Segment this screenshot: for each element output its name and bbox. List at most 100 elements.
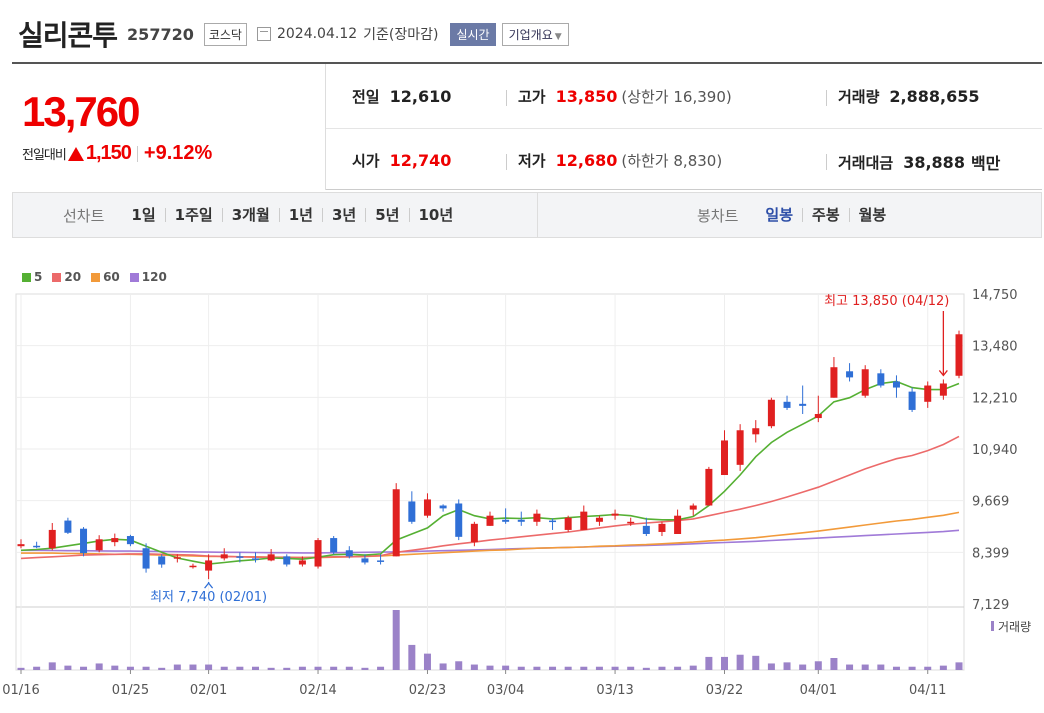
- volume-bar: [721, 656, 728, 670]
- candle-body: [377, 560, 385, 562]
- tab-3m[interactable]: 3개월: [221, 208, 279, 223]
- candle-body: [517, 519, 525, 522]
- company-overview-button[interactable]: 기업개요 ▼: [501, 22, 569, 46]
- volume-bar: [877, 664, 885, 670]
- candle-body: [705, 468, 713, 506]
- volume-bar: [17, 667, 25, 670]
- candle-body: [533, 513, 541, 522]
- candle-body: [955, 334, 963, 376]
- volume-bar: [33, 666, 41, 670]
- legend-text: 20: [64, 270, 82, 284]
- volume-bar: [533, 666, 541, 670]
- volume-bar: [861, 664, 869, 670]
- candle-body: [252, 558, 259, 560]
- market-badge: 코스닥: [203, 22, 247, 46]
- change-percent: +9.12%: [143, 142, 213, 164]
- candle-body: [158, 556, 166, 565]
- amount-unit: 백만: [970, 154, 1001, 173]
- x-tick-label: 02/14: [299, 683, 336, 698]
- volume-bar: [814, 661, 822, 670]
- change-row: 전일대비 1,150 +9.12%: [22, 142, 212, 165]
- company-overview-label: 기업개요: [508, 27, 553, 42]
- candle-body: [439, 505, 447, 509]
- candle-body: [142, 548, 150, 569]
- tab-weekly[interactable]: 주봉: [802, 208, 849, 223]
- day-low: 저가 12,680 (하한가 8,830): [518, 150, 722, 171]
- amount-value: 38,888: [903, 152, 965, 172]
- tab-5y[interactable]: 5년: [365, 208, 408, 223]
- legend-swatch: [22, 272, 31, 282]
- candle-body: [33, 545, 41, 548]
- volume-bar: [236, 666, 244, 670]
- volume-bar: [361, 667, 369, 670]
- y-tick-label: 7,129: [972, 598, 1009, 613]
- candle-body: [736, 430, 744, 465]
- stock-code: 257720: [127, 24, 194, 44]
- volume-bar: [80, 666, 88, 670]
- volume-bar: [423, 653, 431, 670]
- candle-body: [814, 413, 822, 419]
- candle-body: [595, 517, 603, 522]
- volume-bar: [408, 644, 416, 670]
- candle-body: [783, 401, 791, 408]
- tab-1d[interactable]: 1일: [131, 206, 156, 224]
- volume-bar: [924, 666, 932, 670]
- candle-body: [455, 503, 463, 537]
- volume-bar: [674, 666, 682, 670]
- divider: [506, 154, 507, 170]
- volume-bar: [189, 664, 197, 670]
- candle-body: [173, 557, 181, 559]
- candle-chart-tabs: 봉차트 일봉 주봉 월봉: [697, 193, 895, 237]
- volume-bar: [252, 666, 259, 670]
- candle-body: [549, 520, 557, 523]
- tab-daily[interactable]: 일봉: [765, 206, 794, 224]
- open-label: 시가: [352, 152, 380, 170]
- divider: [506, 90, 507, 106]
- open-value: 12,740: [389, 151, 452, 170]
- legend-swatch: [129, 272, 139, 282]
- volume-bar: [846, 664, 854, 670]
- volume-value: 2,888,655: [889, 87, 980, 106]
- volume-bar: [595, 666, 603, 670]
- volume-bar: [955, 662, 963, 670]
- candle-body: [314, 540, 322, 567]
- y-tick-label: 9,669: [972, 495, 1009, 510]
- lower-limit: (하한가 8,830): [621, 152, 723, 170]
- candle-body: [642, 525, 650, 534]
- volume-bar: [767, 663, 775, 670]
- x-tick-label: 01/25: [112, 683, 149, 698]
- volume-label: 거래량: [838, 88, 880, 106]
- line-chart-tabs: 선차트 1일 1주일 3개월 1년 3년 5년 10년: [63, 193, 462, 237]
- candle-body: [17, 544, 25, 547]
- candle-body: [345, 550, 353, 557]
- row-divider: [326, 128, 1042, 129]
- tab-3y[interactable]: 3년: [322, 208, 365, 223]
- candle-body: [846, 371, 854, 378]
- legend-item-ma20: 20: [52, 270, 81, 284]
- volume-info: 거래량 2,888,655: [838, 86, 980, 107]
- candle-body: [361, 558, 369, 563]
- realtime-button[interactable]: 실시간: [450, 22, 496, 46]
- volume-bar: [689, 665, 697, 670]
- tab-10y[interactable]: 10년: [408, 208, 463, 223]
- price-main: 13,760 전일대비 1,150 +9.12%: [12, 64, 326, 190]
- x-tick-label: 03/13: [596, 683, 633, 698]
- volume-bar: [517, 666, 525, 670]
- volume-bar: [549, 666, 557, 670]
- x-tick-label: 04/01: [800, 683, 837, 698]
- prev-close-label: 전일: [352, 88, 380, 106]
- volume-bar: [830, 658, 838, 670]
- tab-monthly[interactable]: 월봉: [848, 208, 896, 223]
- candle-body: [470, 523, 478, 543]
- volume-bar: [314, 666, 322, 670]
- x-tick-label: 04/11: [909, 683, 946, 698]
- change-label: 전일대비: [22, 148, 67, 163]
- candle-body: [752, 428, 760, 435]
- tab-1w[interactable]: 1주일: [164, 208, 222, 223]
- current-price: 13,760: [22, 88, 140, 135]
- tab-1y[interactable]: 1년: [278, 208, 322, 223]
- stock-header: 실리콘투 257720 코스닥 2024.04.12 기준(장마감) 실시간 기…: [18, 14, 569, 54]
- volume-bar: [126, 666, 134, 670]
- volume-bar: [345, 666, 353, 670]
